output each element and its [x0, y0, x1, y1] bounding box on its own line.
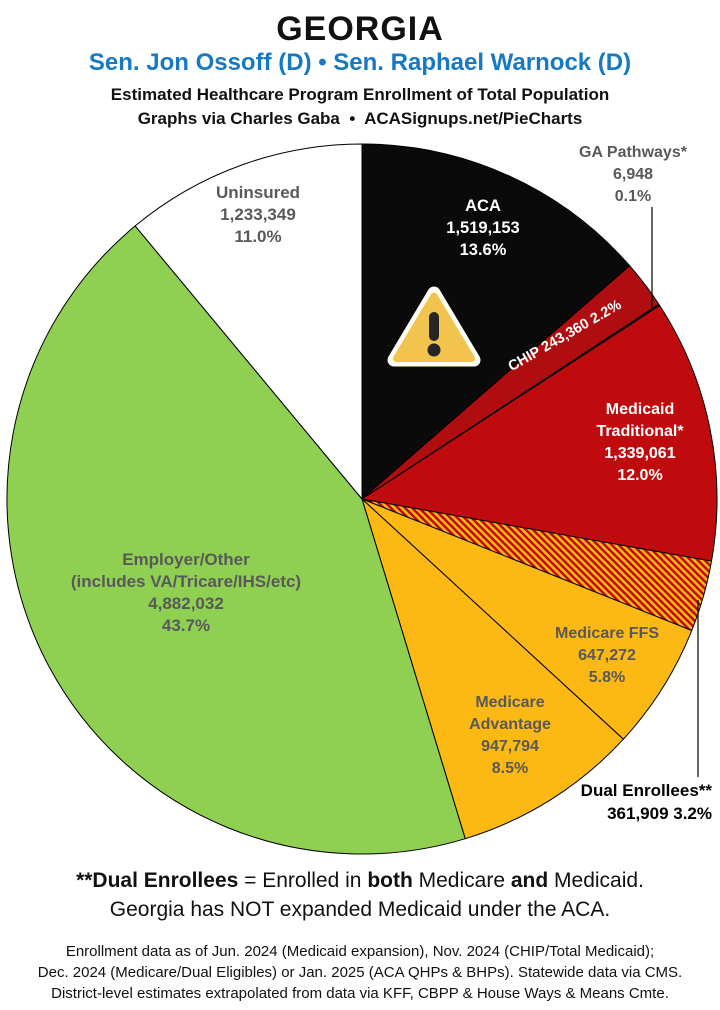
slice-name: Traditional*: [596, 423, 684, 440]
senators-line: Sen. Jon Ossoff (D) • Sen. Raphael Warno…: [88, 49, 632, 76]
slice-percent: 12.0%: [617, 467, 663, 484]
slice-name: GA Pathways*: [579, 144, 687, 161]
slice-percent: 43.7%: [161, 616, 211, 635]
pie-slice-medicaid-traditional: [360, 304, 718, 562]
slice-value: 647,272: [578, 647, 636, 664]
pie-slice-aca: [361, 143, 631, 501]
pie-slice-employer-other: [6, 225, 466, 855]
slice-name: (includes VA/Tricare/IHS/etc): [70, 572, 302, 591]
page-title: GEORGIA: [276, 10, 444, 48]
slice-percent: 8.5%: [491, 760, 529, 777]
slice-value: 947,794: [481, 738, 539, 755]
slice-value: 6,948: [612, 166, 654, 183]
slice-label-medicare-ffs: Medicare FFS 647,272 5.8%: [522, 623, 692, 689]
footnote: **Dual Enrollees = Enrolled in both Medi…: [0, 866, 720, 924]
slice-value: 1,519,153: [446, 219, 520, 237]
slice-value: 1,233,349: [220, 205, 296, 224]
fine-print-line: District-level estimates extrapolated fr…: [51, 985, 669, 1002]
slice-label-medicaid-traditional: Medicaid Traditional* 1,339,061 12.0%: [555, 399, 720, 487]
chart-subtitle: Estimated Healthcare Program Enrollment …: [110, 85, 610, 104]
slice-value: 4,882,032: [148, 594, 224, 613]
pie-slice-medicare-ffs: [361, 498, 693, 740]
footnote-bold: both: [367, 869, 413, 892]
slice-name: ACA: [465, 197, 501, 215]
dual-enrollees-definition: **Dual Enrollees = Enrolled in both Medi…: [0, 866, 720, 895]
footnote-bold: **Dual Enrollees: [76, 869, 239, 892]
medicaid-expansion-note: Georgia has NOT expanded Medicaid under …: [109, 898, 611, 921]
warning-icon: [386, 283, 482, 369]
slice-label-dual-enrollees: Dual Enrollees** 361,909 3.2%: [490, 779, 712, 825]
pie-chart-svg: [6, 143, 718, 855]
fine-print-line: Enrollment data as of Jun. 2024 (Medicai…: [65, 943, 655, 960]
footnote-text: Medicare: [412, 869, 511, 892]
footnote-text: = Enrolled in: [238, 869, 368, 892]
slice-label-medicare-advantage: Medicare Advantage 947,794 8.5%: [425, 692, 595, 780]
slice-name: Medicare: [475, 694, 545, 711]
slice-percent: 5.8%: [588, 669, 626, 686]
slice-name: Medicare FFS: [554, 625, 660, 642]
slice-name: Medicaid: [605, 401, 675, 418]
slice-percent: 0.1%: [614, 188, 652, 205]
slice-label-employer-other: Employer/Other (includes VA/Tricare/IHS/…: [46, 549, 326, 637]
pie-chart: [0, 140, 720, 860]
slice-value: 1,339,061: [604, 445, 676, 462]
slice-name: Dual Enrollees**: [580, 781, 712, 800]
slice-name: Advantage: [469, 716, 551, 733]
footnote-bold: and: [510, 869, 549, 892]
credit-line: Graphs via Charles Gaba • ACASignups.net…: [137, 109, 583, 128]
slice-name: Uninsured: [215, 183, 301, 202]
slice-name: Employer/Other: [122, 550, 250, 569]
slice-percent: 13.6%: [459, 241, 507, 259]
slice-value-percent: 361,909 3.2%: [607, 804, 712, 823]
pie-slice-uninsured: [134, 143, 363, 501]
slice-percent: 11.0%: [234, 227, 282, 246]
slice-label-uninsured: Uninsured 1,233,349 11.0%: [173, 182, 343, 248]
slice-label-aca: ACA 1,519,153 13.6%: [398, 195, 568, 261]
fine-print: Enrollment data as of Jun. 2024 (Medicai…: [0, 941, 720, 1004]
fine-print-line: Dec. 2024 (Medicare/Dual Eligibles) or J…: [37, 964, 683, 981]
slice-label-ga-pathways: GA Pathways* 6,948 0.1%: [548, 142, 718, 208]
pie-slice-medicare-advantage: [360, 497, 625, 840]
footnote-text: Medicaid.: [548, 869, 644, 892]
